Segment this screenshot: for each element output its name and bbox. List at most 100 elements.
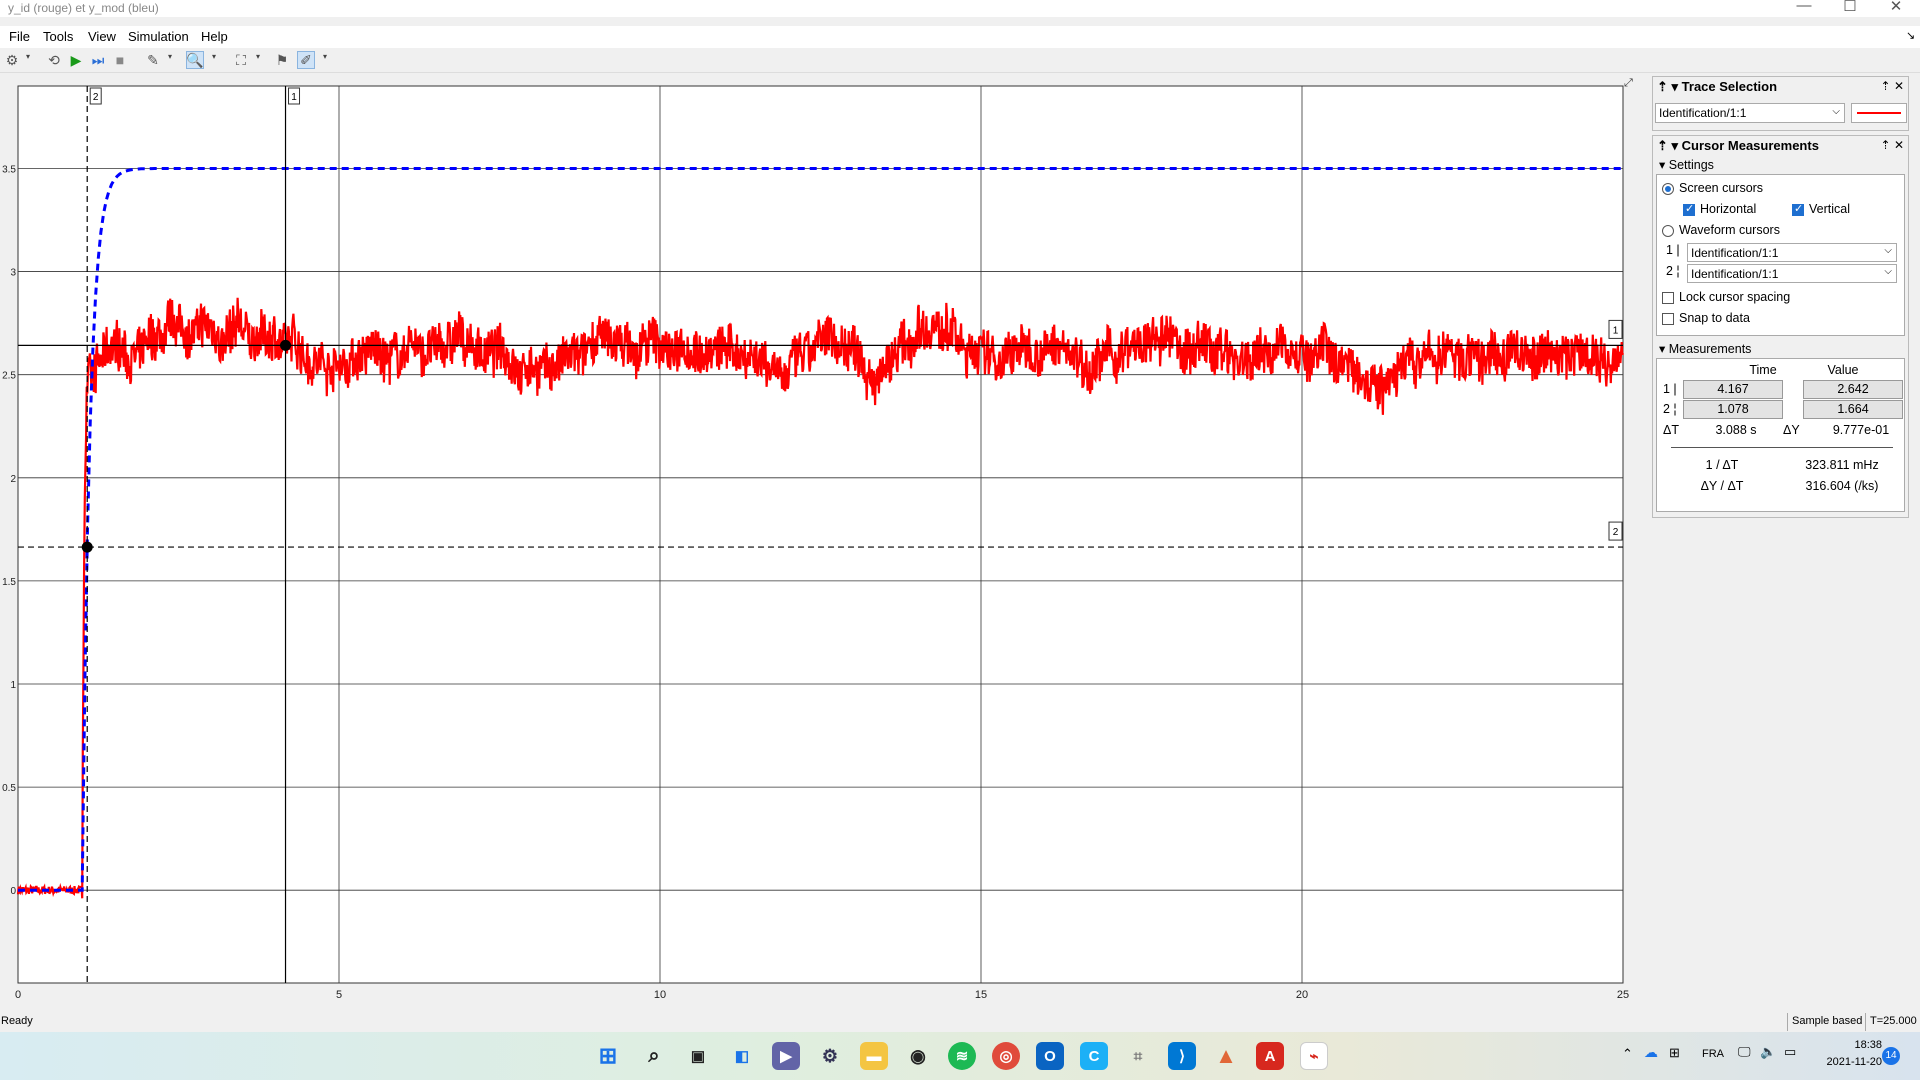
- x-tick-label: 0: [15, 989, 21, 1001]
- zoom-icon[interactable]: 🔍: [186, 51, 204, 69]
- chat-icon[interactable]: ▶: [772, 1042, 800, 1070]
- run-back-icon[interactable]: ⟲: [48, 51, 60, 68]
- horizontal-checkbox[interactable]: [1683, 202, 1695, 216]
- y-tick-label: 0: [10, 886, 16, 897]
- alien-icon[interactable]: ◉: [910, 1045, 926, 1066]
- simulink-app-icon[interactable]: ⌗: [1133, 1047, 1143, 1065]
- step-forward-icon[interactable]: ⏭: [91, 51, 105, 68]
- vertical-cursor-tag-2: [89, 87, 102, 105]
- explorer-icon[interactable]: ▬: [860, 1042, 888, 1070]
- menu-tools[interactable]: Tools: [43, 29, 74, 44]
- acrobat-icon[interactable]: A: [1256, 1042, 1284, 1070]
- screen-cursors-radio[interactable]: [1662, 183, 1674, 195]
- menu-view[interactable]: View: [88, 29, 116, 44]
- onedrive-icon[interactable]: ☁: [1644, 1044, 1658, 1060]
- volume-icon[interactable]: 🔈: [1760, 1044, 1777, 1059]
- slope-label: ΔY / ΔT: [1700, 479, 1744, 493]
- y-tick-label: 0.5: [2, 783, 16, 794]
- spotify-icon[interactable]: ≋: [948, 1042, 976, 1070]
- trace-selection-panel: ⇡ ▾ Trace Selection ⇡ ✕ Identification/1…: [1652, 76, 1909, 131]
- side-panel: ⇡ ▾ Trace Selection ⇡ ✕ Identification/1…: [1652, 76, 1909, 518]
- horizontal-label: Horizontal: [1700, 202, 1757, 216]
- language-indicator[interactable]: FRA: [1702, 1048, 1724, 1060]
- cursor-pin-icon[interactable]: ⚑: [275, 51, 289, 68]
- cursor-measurements-title: ⇡ ▾ Cursor Measurements: [1657, 138, 1819, 153]
- trace-selection-title: ⇡ ▾ Trace Selection: [1657, 79, 1778, 94]
- close-button[interactable]: ✕: [1889, 0, 1903, 15]
- c-app-icon[interactable]: C: [1080, 1042, 1108, 1070]
- undock-icon[interactable]: ↘: [1906, 30, 1916, 42]
- snap-checkbox[interactable]: [1662, 313, 1674, 325]
- settings-app-icon[interactable]: ⚙: [821, 1045, 839, 1066]
- matlab-icon[interactable]: ▲: [1215, 1043, 1237, 1068]
- menu-simulation[interactable]: Simulation: [128, 29, 189, 44]
- wf1-select[interactable]: Identification/1:1 ⌵: [1687, 243, 1897, 262]
- lock-spacing-label: Lock cursor spacing: [1679, 290, 1791, 304]
- measurements-section[interactable]: ▾ Measurements: [1659, 342, 1752, 356]
- vertical-checkbox[interactable]: [1792, 202, 1804, 216]
- sample-mode: Sample based: [1787, 1013, 1866, 1031]
- network-tray-icon[interactable]: ⊞: [1669, 1045, 1680, 1060]
- notification-badge[interactable]: 14: [1882, 1047, 1900, 1065]
- vertical-cursor-tag-1: [288, 87, 301, 105]
- wf2-label: 2 ¦: [1666, 264, 1680, 278]
- outlook-icon[interactable]: O: [1036, 1042, 1064, 1070]
- cursor-panel-close-icon[interactable]: ⇡ ✕: [1880, 138, 1904, 152]
- tick-labels: 0 5 10 15 20 25 0 0.5 1 1.5 2 2.5 3 3.5: [2, 164, 1629, 1001]
- value-col-header: Value: [1827, 363, 1859, 377]
- fit-icon[interactable]: ⛶: [236, 51, 246, 68]
- start-icon[interactable]: ⊞: [598, 1043, 618, 1068]
- menu-file[interactable]: File: [9, 29, 30, 44]
- scope-display[interactable]: 0 5 10 15 20 25 0 0.5 1 1.5 2 2.5 3 3.5 1 2 1 2 ⤢: [0, 74, 1650, 1012]
- lock-spacing-checkbox[interactable]: [1662, 292, 1674, 304]
- search-icon[interactable]: ⌕: [648, 1044, 660, 1067]
- horizontal-cursor-tag-text: 2: [1613, 527, 1619, 538]
- highlight-icon[interactable]: ✎: [147, 51, 159, 68]
- cursors[interactable]: 1 2 1 2: [18, 86, 1623, 983]
- slope-value: 316.604 (/ks): [1805, 479, 1879, 493]
- measurements-box: Time Value 1 | 4.167 2.642 2 ¦ 1.078 1.6…: [1656, 358, 1905, 512]
- clock[interactable]: 18:38: [1854, 1039, 1882, 1051]
- wf1-label: 1 |: [1666, 243, 1680, 257]
- maximize-button[interactable]: ☐: [1843, 0, 1857, 15]
- menu-help[interactable]: Help: [201, 29, 228, 44]
- trace-panel-close-icon[interactable]: ⇡ ✕: [1880, 79, 1904, 93]
- cursor1-value: 2.642: [1803, 380, 1903, 399]
- settings-icon[interactable]: ⚙: [5, 51, 19, 68]
- run-icon[interactable]: ▶: [70, 51, 82, 68]
- scope-app-icon[interactable]: ⌁: [1300, 1042, 1328, 1070]
- trace-select-dropdown[interactable]: Identification/1:1 ⌵: [1655, 103, 1845, 123]
- settings-section[interactable]: ▾ Settings: [1659, 158, 1714, 172]
- trace-color-swatch[interactable]: [1851, 103, 1907, 123]
- y-tick-label: 2: [10, 474, 16, 485]
- chrome-icon[interactable]: ◎: [992, 1042, 1020, 1070]
- edit-icon[interactable]: ✐: [297, 51, 315, 69]
- vscode-icon[interactable]: ⟩: [1168, 1042, 1196, 1070]
- vertical-label: Vertical: [1809, 202, 1850, 216]
- snap-label: Snap to data: [1679, 311, 1750, 325]
- x-tick-label: 25: [1617, 989, 1629, 1001]
- wf2-select[interactable]: Identification/1:1 ⌵: [1687, 264, 1897, 283]
- x-tick-label: 20: [1296, 989, 1308, 1001]
- y-tick-label: 1: [10, 680, 16, 691]
- vertical-cursor-tag-text: 1: [291, 92, 297, 103]
- delta-t-label: ΔT: [1663, 423, 1679, 437]
- y-tick-label: 2.5: [2, 371, 16, 382]
- tray-chevron-icon[interactable]: ⌃: [1622, 1046, 1633, 1061]
- date[interactable]: 2021-11-20: [1826, 1056, 1882, 1068]
- menu-bar: File Tools View Simulation Help ↘: [0, 26, 1920, 48]
- minimize-button[interactable]: —: [1796, 0, 1812, 14]
- wifi-icon[interactable]: 🖵: [1738, 1044, 1751, 1059]
- expand-icon[interactable]: ⤢: [1624, 77, 1633, 89]
- x-tick-label: 10: [654, 989, 666, 1001]
- waveform-cursors-radio[interactable]: [1662, 225, 1674, 237]
- cursor2-marker: [81, 541, 93, 553]
- measurements-divider: [1671, 447, 1893, 448]
- stop-icon[interactable]: ■: [115, 52, 125, 68]
- task-view-icon[interactable]: ▣: [690, 1048, 706, 1065]
- cursor-measurements-panel: ⇡ ▾ Cursor Measurements ⇡ ✕ ▾ Settings S…: [1652, 135, 1909, 518]
- widgets-icon[interactable]: ◧: [734, 1048, 750, 1065]
- scope-plot[interactable]: 0 5 10 15 20 25 0 0.5 1 1.5 2 2.5 3 3.5 1 2 1 2 ⤢: [0, 74, 1650, 1012]
- battery-icon[interactable]: ▭: [1784, 1044, 1797, 1059]
- time-col-header: Time: [1749, 363, 1777, 377]
